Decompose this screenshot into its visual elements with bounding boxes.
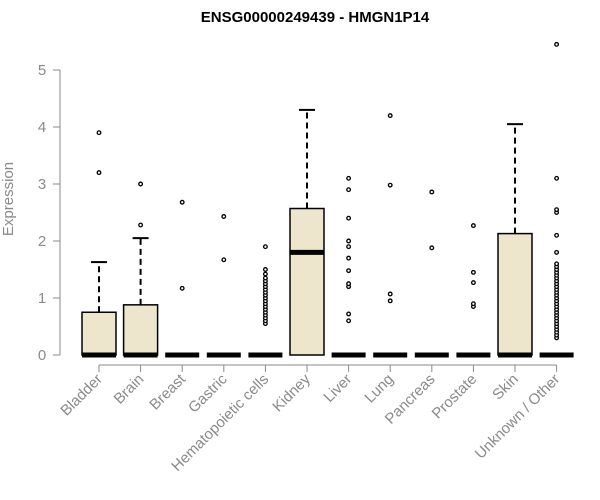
x-tick-label: Breast [146,370,189,413]
x-tick-label: Brain [111,371,148,408]
outlier-point [554,207,560,213]
outlier-point [262,244,268,250]
outlier-point [387,113,393,119]
box-liver [331,175,366,358]
outlier-point [221,257,227,263]
x-tick-label: Liver [320,371,355,406]
outlier-point [262,267,268,272]
y-tick-label: 4 [38,119,46,136]
chart-title: ENSG00000249439 - HMGN1P14 [201,9,430,26]
outlier-point [387,182,393,188]
outlier-point [554,261,560,267]
box-breast [165,199,200,358]
y-tick-label: 1 [38,290,46,307]
y-tick-label: 5 [38,62,46,79]
y-axis: 0 1 2 3 4 5 [38,62,61,364]
outlier-point [346,255,352,261]
box-gastric [206,214,241,358]
box-rect [497,232,533,356]
outlier-point [346,238,352,244]
outlier-point [554,41,560,47]
boxes-layer [81,41,574,358]
outlier-point [387,291,393,297]
y-tick-label: 0 [38,347,46,364]
outlier-point [429,189,435,195]
outlier-point [179,199,185,205]
box-skin [497,123,533,358]
box-hematopoietic-cells [248,244,283,358]
outlier-point [387,298,393,304]
outlier-point [138,222,144,228]
outlier-point [262,275,268,281]
box-bladder [81,130,117,358]
x-tick-label: Skin [489,371,522,404]
outlier-point [262,271,268,277]
box-lung [373,113,408,358]
outlier-point [346,187,352,193]
outlier-point [346,268,352,274]
box-rect [81,311,117,356]
outlier-point [554,232,560,238]
outlier-point [554,249,560,255]
outlier-point [346,244,352,250]
box-prostate [456,223,491,358]
box-kidney [289,108,325,356]
outlier-point [96,170,102,176]
outlier-point [429,245,435,251]
box-brain [122,181,159,358]
box-rect [289,207,325,356]
x-tick-label: Lung [361,371,397,407]
outlier-point [221,214,227,219]
outlier-point [346,311,352,317]
outlier-point [346,215,352,221]
outlier-point [470,280,476,286]
box-pancreas [414,189,449,358]
outlier-point [138,181,144,187]
x-tick-label: Prostate [429,371,481,423]
outlier-point [470,269,476,275]
x-tick-label: Kidney [269,370,314,415]
box-rect [122,304,159,356]
x-tick-label: Bladder [57,371,106,420]
outlier-point [554,175,560,181]
outlier-point [470,301,476,307]
outlier-point [470,223,476,229]
y-tick-label: 3 [38,176,46,193]
outlier-point [346,318,352,324]
outlier-point [179,285,185,291]
outlier-point [96,130,102,136]
box-unknown-other [539,41,574,358]
outlier-point [346,175,352,181]
outlier-point [346,281,352,287]
y-axis-label: Expression [0,162,17,236]
y-tick-label: 2 [38,233,46,250]
